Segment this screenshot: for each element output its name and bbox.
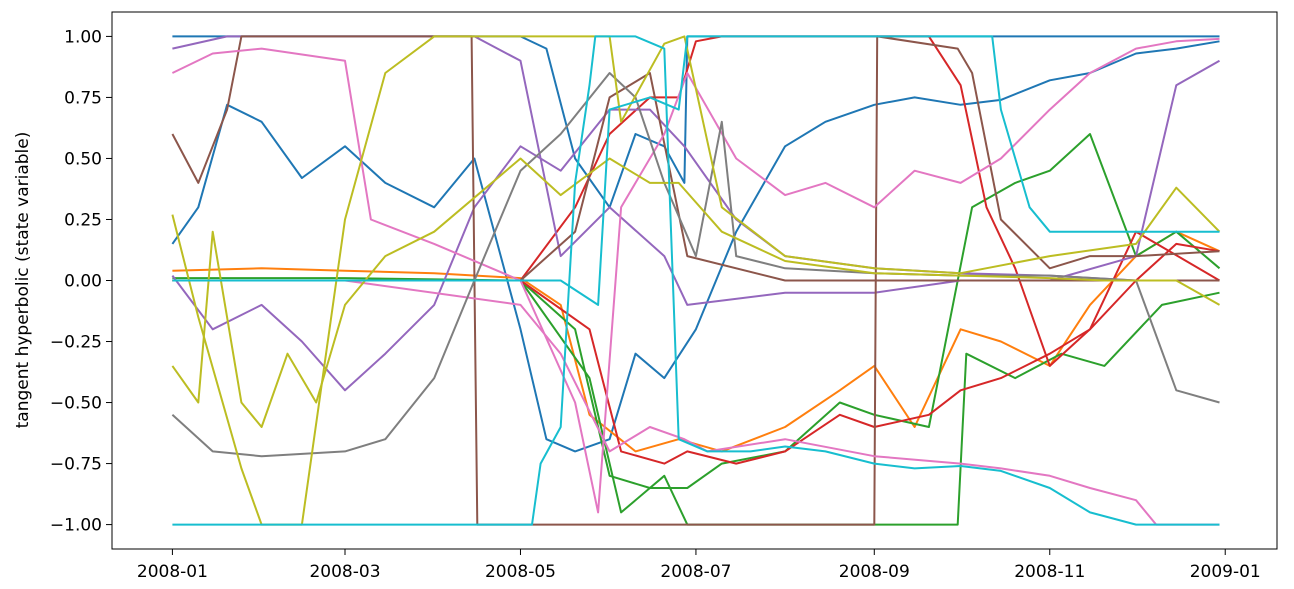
- x-axis: 2008-01 2008-03 2008-05 2008-07 2008-09 2008-…: [137, 549, 1261, 582]
- y-tick-label: 0.25: [64, 210, 102, 230]
- y-tick-label: −1.00: [50, 516, 102, 536]
- y-tick-label: 0.50: [64, 149, 102, 169]
- x-tick-label: 2009-01: [1190, 562, 1261, 582]
- x-tick-label: 2008-01: [137, 562, 208, 582]
- y-tick-label: −0.50: [50, 394, 102, 414]
- x-tick-label: 2008-07: [660, 562, 731, 582]
- x-tick-label: 2008-11: [1014, 562, 1085, 582]
- x-tick-label: 2008-09: [839, 562, 910, 582]
- series-line-15: [171, 157, 1220, 428]
- y-tick-label: −0.25: [50, 333, 102, 353]
- series-line-4: [172, 133, 1221, 489]
- y-tick-label: 1.00: [64, 27, 102, 47]
- y-tick-label: 0.75: [64, 88, 102, 108]
- y-axis: 1.00 0.75 0.50 0.25 0.00 −0.25 −0.50 −0.75 −1.00: [50, 27, 112, 536]
- x-tick-label: 2008-05: [485, 562, 556, 582]
- series-line-5: [172, 279, 1220, 526]
- series-line-10: [171, 35, 1220, 526]
- series-line-1: [171, 40, 1220, 453]
- x-tick-label: 2008-03: [309, 562, 380, 582]
- series-line-11: [172, 72, 1220, 282]
- series-line-3: [172, 230, 1220, 453]
- y-axis-title: tangent hyperbolic (state variable): [13, 132, 33, 429]
- series-line-13: [172, 279, 1220, 526]
- series-line-2: [172, 35, 1220, 209]
- series-line-14: [171, 72, 1220, 458]
- series-line-18: [172, 35, 1220, 306]
- series-line-17: [172, 35, 1220, 526]
- plot-lines: [171, 35, 1221, 526]
- series-line-12: [171, 37, 1220, 514]
- y-tick-label: −0.75: [50, 455, 102, 475]
- y-tick-label: 0.00: [64, 272, 102, 292]
